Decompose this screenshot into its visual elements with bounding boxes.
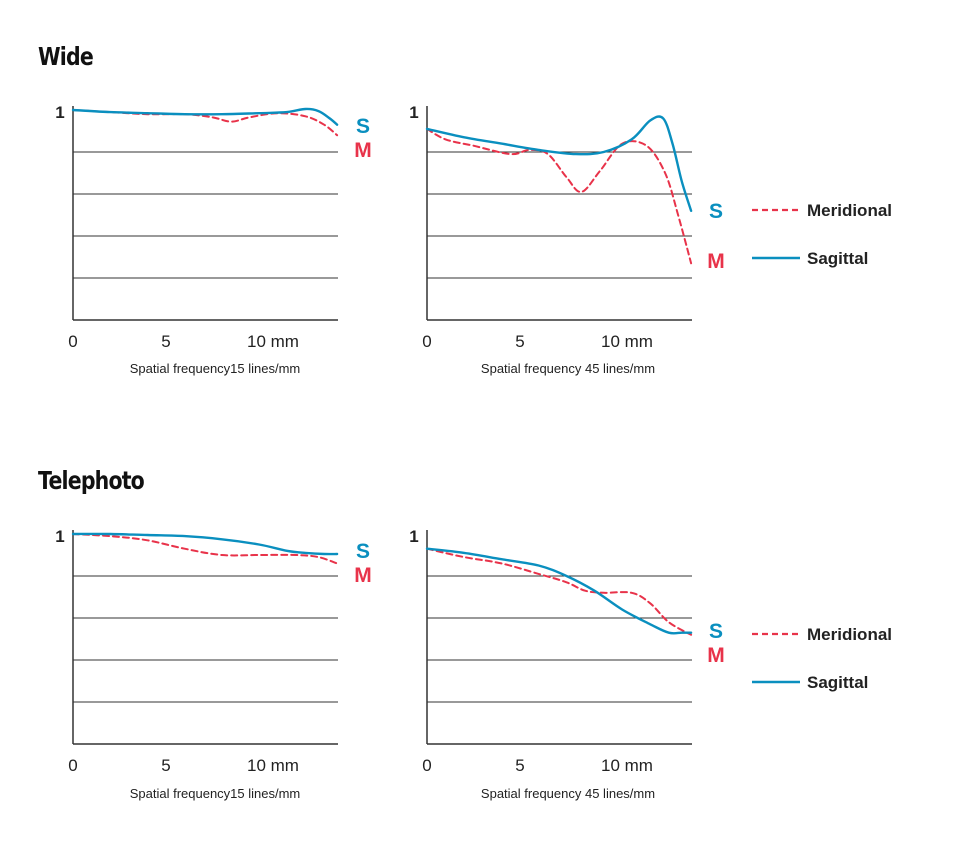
chart-4-x-tick-label: 5 bbox=[515, 756, 524, 775]
chart-4-meridional-end-label: M bbox=[707, 644, 725, 667]
chart-1-x-tick-label: 0 bbox=[68, 332, 77, 351]
chart-1-y-tick-label: 1 bbox=[55, 103, 64, 122]
legend-wide-meridional-label: Meridional bbox=[807, 201, 892, 220]
chart-4-series-sagittal-line bbox=[425, 547, 693, 635]
chart-3-x-tick-label: 10 mm bbox=[247, 756, 299, 775]
chart-4-xlabel: Spatial frequency 45 lines/mm bbox=[481, 786, 655, 801]
chart-3-x-tick-label: 0 bbox=[68, 756, 77, 775]
legend-telephoto-sagittal-label: Sagittal bbox=[807, 673, 868, 692]
chart-3-sagittal-end-label: S bbox=[356, 540, 370, 563]
chart-1-x-tick-label: 10 mm bbox=[247, 332, 299, 351]
chart-2-y-tick-label: 1 bbox=[409, 103, 418, 122]
section-title-wide: Wide bbox=[38, 42, 94, 71]
chart-4-series-meridional-line bbox=[426, 547, 693, 636]
chart-1-sagittal-end-label: S bbox=[356, 115, 370, 138]
chart-3-series-sagittal-line bbox=[71, 532, 339, 556]
legend-telephoto-meridional-label: Meridional bbox=[807, 625, 892, 644]
chart-1-meridional-end-label: M bbox=[354, 139, 372, 162]
chart-1-series-sagittal-line bbox=[71, 107, 339, 126]
chart-2-meridional-end-label: M bbox=[707, 250, 725, 273]
chart-4-sagittal-end-label: S bbox=[709, 620, 723, 643]
chart-4-y-tick-label: 1 bbox=[409, 527, 418, 546]
chart-4-x-tick-label: 0 bbox=[422, 756, 431, 775]
chart-2-xlabel: Spatial frequency 45 lines/mm bbox=[481, 361, 655, 376]
chart-2-x-tick-label: 0 bbox=[422, 332, 431, 351]
chart-2-series-meridional-line bbox=[426, 127, 693, 265]
chart-3-y-tick-label: 1 bbox=[55, 527, 64, 546]
chart-3-series-meridional-line bbox=[72, 533, 339, 565]
chart-3-xlabel: Spatial frequency15 lines/mm bbox=[130, 786, 301, 801]
chart-2-sagittal-end-label: S bbox=[709, 200, 723, 223]
section-title-telephoto: Telephoto bbox=[38, 466, 145, 495]
chart-4-x-tick-label: 10 mm bbox=[601, 756, 653, 775]
chart-2-x-tick-label: 5 bbox=[515, 332, 524, 351]
chart-1-xlabel: Spatial frequency15 lines/mm bbox=[130, 361, 301, 376]
legend-wide-sagittal-label: Sagittal bbox=[807, 249, 868, 268]
chart-1-x-tick-label: 5 bbox=[161, 332, 170, 351]
chart-2-series-sagittal-line bbox=[425, 115, 693, 212]
chart-3-meridional-end-label: M bbox=[354, 564, 372, 587]
chart-3-x-tick-label: 5 bbox=[161, 756, 170, 775]
chart-2-x-tick-label: 10 mm bbox=[601, 332, 653, 351]
